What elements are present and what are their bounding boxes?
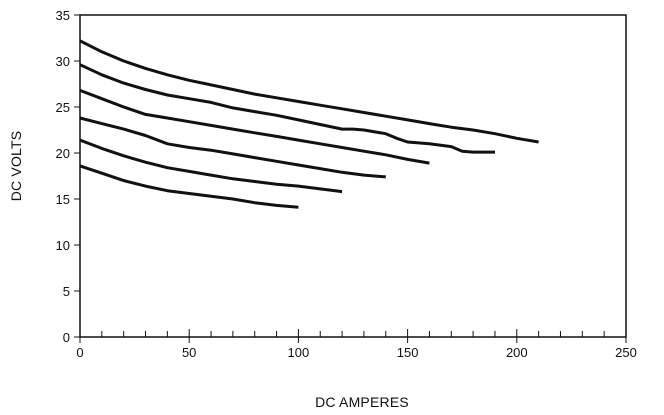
y-tick-label: 0 [63,330,70,345]
y-axis-title-group: DC VOLTS [8,131,24,202]
x-tick-label: 100 [288,345,310,360]
series-layer [79,39,539,209]
series-line-1 [79,39,539,144]
series-line-5 [79,138,343,194]
x-tick-label: 200 [506,345,528,360]
x-tick-label: 150 [397,345,419,360]
series-line-2 [79,63,495,154]
series-line-3 [79,88,430,165]
x-tick-label: 250 [615,345,637,360]
y-tick-label: 35 [56,8,70,23]
y-tick-label: 30 [56,54,70,69]
x-tick-label: 50 [182,345,196,360]
plot-frame [79,14,627,338]
y-tick-label: 5 [63,284,70,299]
series-line-6 [79,164,299,209]
y-tick-label: 10 [56,238,70,253]
ticks-layer: 0 5 10 15 20 25 30 35 0 50 100 150 200 250 [56,8,637,360]
x-tick-label: 0 [76,345,83,360]
y-tick-label: 15 [56,192,70,207]
y-tick-label: 25 [56,100,70,115]
x-axis-title: DC AMPERES [315,394,409,410]
series-line-4 [79,116,386,179]
y-tick-label: 20 [56,146,70,161]
y-axis-title: DC VOLTS [8,131,24,202]
